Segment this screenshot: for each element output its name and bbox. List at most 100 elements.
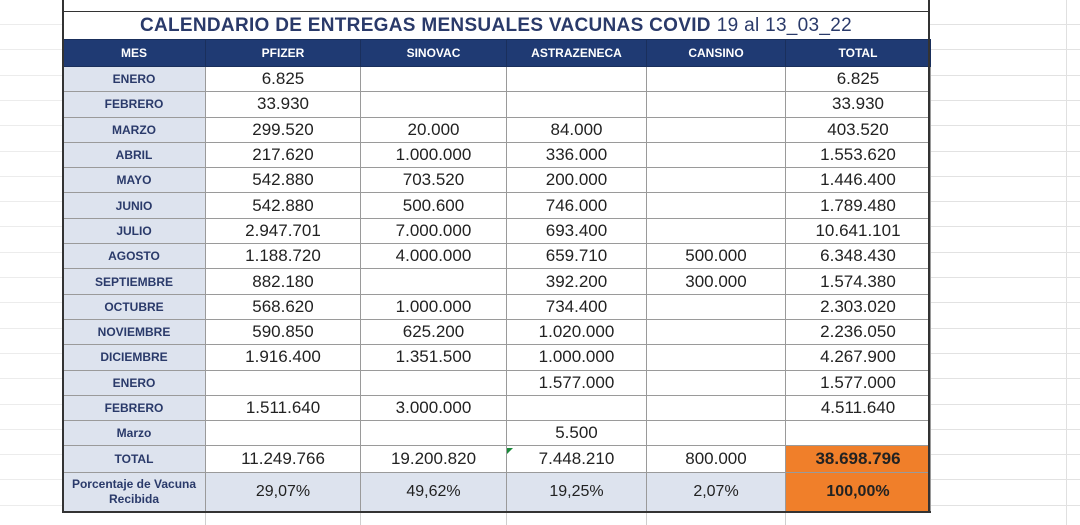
cell-pfizer[interactable]: 590.850 xyxy=(205,318,361,346)
cell-sinovac[interactable]: 500.600 xyxy=(360,192,507,219)
cell-cansino[interactable]: 500.000 xyxy=(646,243,786,270)
cell-sinovac[interactable]: 1.351.500 xyxy=(360,344,507,371)
cell-cansino[interactable] xyxy=(646,141,786,169)
cell-astrazeneca[interactable]: 693.400 xyxy=(506,217,647,245)
cell-astrazeneca[interactable]: 1.000.000 xyxy=(506,344,647,371)
cell-astrazeneca[interactable]: 392.200 xyxy=(506,268,647,295)
cell-sinovac[interactable]: 3.000.000 xyxy=(360,394,507,422)
total-label[interactable]: TOTAL xyxy=(62,445,206,474)
cell-astrazeneca[interactable] xyxy=(506,394,647,422)
cell-cansino[interactable] xyxy=(646,91,786,118)
cell-cansino[interactable] xyxy=(646,65,786,93)
cell-mes[interactable]: Marzo xyxy=(62,420,206,447)
cell-sinovac[interactable]: 1.000.000 xyxy=(360,293,507,320)
cell-cansino[interactable] xyxy=(646,420,786,447)
cell-mes[interactable]: DICIEMBRE xyxy=(62,344,206,371)
cell-pfizer[interactable]: 882.180 xyxy=(205,268,361,295)
cell-mes[interactable]: NOVIEMBRE xyxy=(62,318,206,346)
cell-astrazeneca[interactable] xyxy=(506,91,647,118)
cell-sinovac[interactable] xyxy=(360,420,507,447)
cell-mes[interactable]: JUNIO xyxy=(62,192,206,219)
cell-pfizer[interactable]: 1.188.720 xyxy=(205,243,361,270)
cell-astrazeneca[interactable]: 336.000 xyxy=(506,141,647,169)
total-pfizer[interactable]: 11.249.766 xyxy=(205,445,361,474)
cell-cansino[interactable] xyxy=(646,394,786,422)
cell-mes[interactable]: ENERO xyxy=(62,369,206,396)
cell-total[interactable]: 1.446.400 xyxy=(785,167,931,194)
cell-total[interactable]: 1.577.000 xyxy=(785,369,931,396)
cell-pfizer[interactable]: 542.880 xyxy=(205,167,361,194)
header-cansino[interactable]: CANSINO xyxy=(646,39,786,67)
cell-sinovac[interactable]: 20.000 xyxy=(360,116,507,143)
cell-pfizer[interactable]: 217.620 xyxy=(205,141,361,169)
total-cansino[interactable]: 800.000 xyxy=(646,445,786,474)
cell-astrazeneca[interactable]: 1.577.000 xyxy=(506,369,647,396)
cell-sinovac[interactable]: 703.520 xyxy=(360,167,507,194)
cell-cansino[interactable] xyxy=(646,369,786,396)
cell-total[interactable]: 6.825 xyxy=(785,65,931,93)
header-sinovac[interactable]: SINOVAC xyxy=(360,39,507,67)
percent-cansino[interactable]: 2,07% xyxy=(646,472,786,514)
cell-pfizer[interactable]: 2.947.701 xyxy=(205,217,361,245)
cell-cansino[interactable] xyxy=(646,344,786,371)
cell-sinovac[interactable] xyxy=(360,91,507,118)
cell-total[interactable]: 6.348.430 xyxy=(785,243,931,270)
cell-pfizer[interactable]: 542.880 xyxy=(205,192,361,219)
cell-total[interactable] xyxy=(785,420,931,447)
cell-cansino[interactable] xyxy=(646,167,786,194)
cell-sinovac[interactable] xyxy=(360,65,507,93)
cell-cansino[interactable] xyxy=(646,318,786,346)
cell-cansino[interactable] xyxy=(646,217,786,245)
cell-sinovac[interactable] xyxy=(360,369,507,396)
cell-pfizer[interactable]: 6.825 xyxy=(205,65,361,93)
cell-total[interactable]: 1.553.620 xyxy=(785,141,931,169)
cell-mes[interactable]: JULIO xyxy=(62,217,206,245)
cell-mes[interactable]: ENERO xyxy=(62,65,206,93)
cell-total[interactable]: 2.236.050 xyxy=(785,318,931,346)
cell-mes[interactable]: MAYO xyxy=(62,167,206,194)
cell-mes[interactable]: OCTUBRE xyxy=(62,293,206,320)
cell-mes[interactable]: FEBRERO xyxy=(62,91,206,118)
header-total[interactable]: TOTAL xyxy=(785,39,931,67)
cell-astrazeneca[interactable]: 734.400 xyxy=(506,293,647,320)
cell-cansino[interactable] xyxy=(646,293,786,320)
cell-total[interactable]: 2.303.020 xyxy=(785,293,931,320)
cell-total[interactable]: 4.511.640 xyxy=(785,394,931,422)
percent-label[interactable]: Porcentaje de Vacuna Recibida xyxy=(62,472,206,514)
cell-pfizer[interactable]: 33.930 xyxy=(205,91,361,118)
cell-mes[interactable]: MARZO xyxy=(62,116,206,143)
cell-sinovac[interactable]: 7.000.000 xyxy=(360,217,507,245)
cell-mes[interactable]: ABRIL xyxy=(62,141,206,169)
percent-total[interactable]: 100,00% xyxy=(785,472,931,514)
percent-sinovac[interactable]: 49,62% xyxy=(360,472,507,514)
cell-pfizer[interactable]: 1.916.400 xyxy=(205,344,361,371)
cell-astrazeneca[interactable]: 659.710 xyxy=(506,243,647,270)
cell-astrazeneca[interactable] xyxy=(506,65,647,93)
cell-total[interactable]: 403.520 xyxy=(785,116,931,143)
cell-mes[interactable]: FEBRERO xyxy=(62,394,206,422)
cell-total[interactable]: 4.267.900 xyxy=(785,344,931,371)
percent-pfizer[interactable]: 29,07% xyxy=(205,472,361,514)
cell-sinovac[interactable]: 4.000.000 xyxy=(360,243,507,270)
cell-total[interactable]: 33.930 xyxy=(785,91,931,118)
cell-pfizer[interactable]: 299.520 xyxy=(205,116,361,143)
cell-sinovac[interactable] xyxy=(360,268,507,295)
cell-mes[interactable]: SEPTIEMBRE xyxy=(62,268,206,295)
total-astrazeneca[interactable]: 7.448.210 xyxy=(506,445,647,474)
cell-cansino[interactable]: 300.000 xyxy=(646,268,786,295)
cell-sinovac[interactable]: 1.000.000 xyxy=(360,141,507,169)
header-mes[interactable]: MES xyxy=(62,39,206,67)
cell-astrazeneca[interactable]: 84.000 xyxy=(506,116,647,143)
header-astrazeneca[interactable]: ASTRAZENECA xyxy=(506,39,647,67)
cell-astrazeneca[interactable]: 1.020.000 xyxy=(506,318,647,346)
cell-pfizer[interactable]: 1.511.640 xyxy=(205,394,361,422)
grand-total[interactable]: 38.698.796 xyxy=(785,445,931,474)
cell-total[interactable]: 1.574.380 xyxy=(785,268,931,295)
cell-sinovac[interactable]: 625.200 xyxy=(360,318,507,346)
cell-astrazeneca[interactable]: 5.500 xyxy=(506,420,647,447)
cell-astrazeneca[interactable]: 746.000 xyxy=(506,192,647,219)
cell-mes[interactable]: AGOSTO xyxy=(62,243,206,270)
cell-total[interactable]: 10.641.101 xyxy=(785,217,931,245)
cell-pfizer[interactable] xyxy=(205,420,361,447)
cell-total[interactable]: 1.789.480 xyxy=(785,192,931,219)
